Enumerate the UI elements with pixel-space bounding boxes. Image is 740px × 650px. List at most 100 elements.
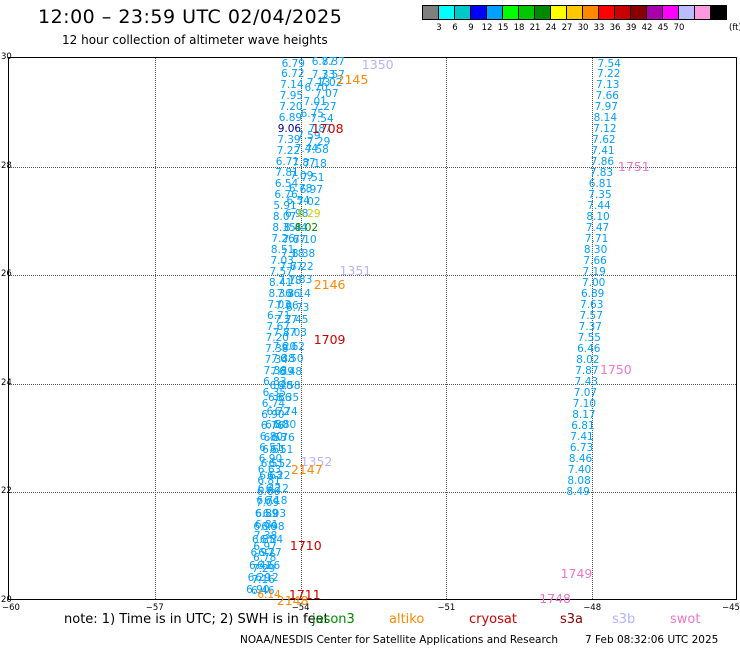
swh-value: 7.27 (274, 314, 298, 327)
colorbar-swatch (582, 5, 599, 20)
swh-value: 6.27 (258, 546, 282, 559)
swh-value: 7.09 (255, 496, 280, 509)
legend-jason3: jason3 (312, 612, 355, 627)
swh-value: 6.79 (281, 57, 305, 70)
swh-value: 6.51 (269, 444, 294, 457)
swh-value: 5.91 (273, 200, 297, 213)
longitude-gridline (446, 58, 448, 599)
swh-value: 6.72 (281, 68, 305, 81)
swh-value: 6.73 (569, 441, 594, 454)
swh-value: 6.75 (300, 108, 324, 120)
swh-value: 7.02 (319, 77, 343, 90)
swh-value: 6.51 (259, 441, 283, 454)
swh-value: 6.89 (278, 111, 303, 124)
swh-value: 7.37 (578, 320, 602, 333)
swh-value: 7.22 (597, 68, 621, 81)
colorbar-swatch (614, 5, 631, 20)
swh-value: 7.36 (276, 287, 301, 300)
swh-value: 7.81 (275, 167, 299, 180)
pass-time-label: 2148 (276, 593, 309, 609)
swh-value: 6.18 (264, 495, 288, 508)
longitude-label: −54 (291, 603, 310, 613)
swh-value: 8.02 (576, 353, 600, 366)
swh-value: 8.07 (272, 211, 297, 224)
swh-value: 7.87 (272, 326, 297, 339)
swh-value: 6.73 (285, 301, 310, 314)
latitude-label: 20 (1, 595, 12, 605)
latitude-gridline (9, 275, 736, 277)
legend-s3a: s3a (560, 612, 584, 627)
swh-value: 8.41 (268, 276, 293, 289)
swh-value: 7.45 (285, 314, 309, 327)
colorbar-label: 9 (468, 23, 474, 33)
latitude-label: 30 (1, 52, 12, 62)
swh-value: 6.66 (268, 392, 292, 404)
longitude-label: −60 (2, 603, 20, 613)
colorbar-label: 30 (577, 23, 589, 33)
longitude-gridline (154, 58, 156, 599)
swh-value: 6.42 (257, 482, 282, 495)
swh-value: 8.44 (284, 222, 308, 235)
swh-value: 7.40 (567, 463, 592, 476)
swh-value: 6.70 (304, 82, 328, 95)
swh-value: 7.13 (596, 79, 620, 92)
note-text: note: 1) Time is in UTC; 2) SWH is in fe… (64, 612, 329, 627)
colorbar-label: 27 (561, 23, 573, 33)
swh-value: 6.76 (274, 188, 298, 201)
legend-swot: swot (670, 612, 701, 627)
colorbar-swatch (566, 5, 583, 20)
swh-value: 7.67 (279, 261, 304, 274)
swh-value: 7.41 (570, 431, 594, 444)
swh-value: 8.14 (287, 287, 311, 300)
legend-cryosat: cryosat (469, 612, 517, 627)
swh-value: 7.26 (271, 232, 295, 245)
swh-value: 7.09 (289, 170, 314, 183)
swh-value: 7.02 (297, 195, 321, 208)
swh-value: 6.35 (262, 387, 287, 400)
swh-value: 7.55 (577, 331, 601, 344)
swh-value: 7.97 (594, 100, 618, 113)
swh-value: 6.12 (265, 482, 289, 495)
swh-value: 7.20 (265, 331, 289, 344)
pass-time-label: 1748 (539, 590, 571, 606)
swh-value: 7.57 (579, 310, 603, 322)
colorbar-label: 6 (452, 23, 458, 33)
swh-value: 8.51 (270, 243, 295, 256)
page-subtitle: 12 hour collection of altimeter wave hei… (62, 33, 328, 47)
colorbar-label: 12 (481, 23, 493, 33)
latitude-label: 28 (1, 160, 12, 171)
swh-value: 6.54 (274, 178, 299, 191)
swh-value: 7.71 (584, 232, 609, 245)
pass-time-label: 1708 (311, 120, 344, 136)
colorbar-label: 3 (436, 23, 442, 33)
swh-value: 6.89 (580, 287, 605, 300)
swh-value: 7.27 (313, 100, 337, 113)
latitude-label: 24 (1, 377, 12, 388)
swh-value: 7.54 (310, 113, 334, 126)
swh-value: 6.76 (260, 419, 285, 432)
swh-value: 7.14 (280, 79, 304, 92)
swh-value: 7.86 (590, 156, 615, 169)
swh-value: 6.81 (588, 178, 613, 191)
swh-value: 7.38 (265, 343, 289, 356)
latitude-label: 22 (1, 486, 12, 497)
swh-value: 6.87 (311, 56, 336, 69)
colorbar-label: 24 (545, 23, 557, 33)
swh-value: 6.81 (571, 419, 595, 432)
swh-value: 6.72 (266, 405, 290, 418)
swh-value: 7.87 (292, 156, 316, 169)
swh-value: 8.30 (583, 243, 608, 256)
latitude-gridline (9, 166, 736, 168)
colorbar-label: 39 (625, 23, 637, 33)
swh-value: 6.53 (263, 432, 288, 445)
swh-value: 8.17 (572, 408, 596, 421)
swh-value: 7.44 (587, 200, 611, 213)
swh-value: 7.66 (583, 255, 607, 268)
latitude-gridline (9, 492, 736, 494)
swh-value: 8.46 (568, 452, 593, 465)
latitude-gridline (9, 383, 736, 385)
colorbar-label: 45 (657, 23, 669, 33)
swh-value: 6.93 (262, 508, 287, 521)
swh-value: 7.34 (264, 353, 288, 366)
swh-value: 8.49 (566, 485, 590, 498)
